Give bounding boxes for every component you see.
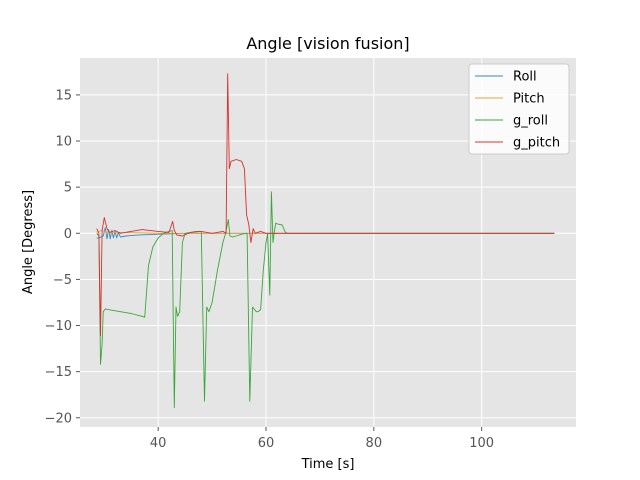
y-tick-label: 15 — [55, 88, 72, 103]
x-tick-label: 40 — [150, 436, 167, 451]
x-axis-label: Time [s] — [301, 457, 355, 472]
y-tick-label: −5 — [53, 273, 72, 288]
chart-title: Angle [vision fusion] — [246, 34, 409, 53]
legend: Roll Pitch g_roll g_pitch — [468, 63, 570, 155]
series-lines — [96, 73, 555, 409]
y-tick-label: −10 — [45, 319, 72, 334]
series-line-g-pitch — [96, 73, 555, 337]
legend-label: Pitch — [513, 92, 545, 107]
y-axis-label: Angle [Degress] — [21, 190, 36, 294]
y-tick-label: −20 — [45, 411, 72, 426]
x-tick-label: 60 — [258, 436, 275, 451]
legend-frame — [468, 63, 570, 155]
legend-label: Roll — [513, 70, 537, 85]
y-tick-label: 10 — [55, 135, 72, 150]
series-line-g-roll — [96, 191, 555, 409]
legend-label: g_pitch — [513, 136, 560, 151]
y-tick-label: 5 — [64, 181, 72, 196]
x-tick-label: 100 — [469, 436, 494, 451]
x-tick-label: 80 — [366, 436, 383, 451]
y-tick-label: −15 — [45, 365, 72, 380]
legend-label: g_roll — [513, 114, 548, 129]
y-tick-label: 0 — [64, 227, 72, 242]
